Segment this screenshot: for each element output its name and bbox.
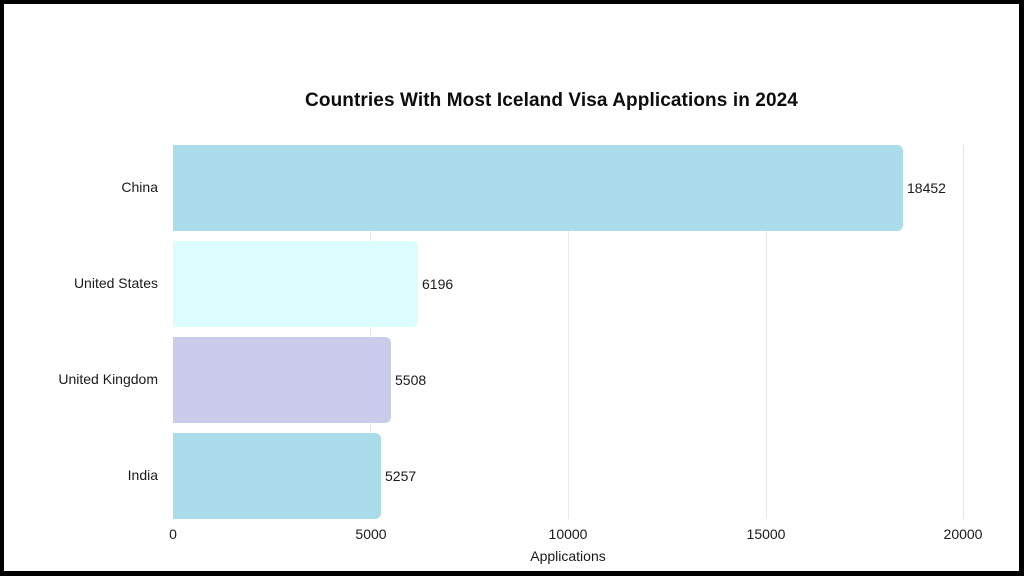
bar-value-united-states: 6196 bbox=[422, 276, 454, 292]
x-tick-0: 0 bbox=[169, 526, 177, 542]
x-tick-20000: 20000 bbox=[943, 526, 983, 542]
bar-india[interactable] bbox=[173, 433, 381, 519]
x-tick-10000: 10000 bbox=[548, 526, 588, 542]
category-label-india: India bbox=[127, 467, 158, 483]
bar-value-china: 18452 bbox=[907, 180, 946, 196]
x-tick-5000: 5000 bbox=[355, 526, 387, 542]
bar-united-states[interactable] bbox=[173, 241, 418, 327]
x-tick-15000: 15000 bbox=[746, 526, 786, 542]
gridline-15000 bbox=[766, 145, 767, 519]
category-label-united-states: United States bbox=[73, 275, 158, 291]
gridline-5000 bbox=[370, 145, 371, 519]
gridline-20000 bbox=[963, 145, 964, 519]
x-axis-title: Applications bbox=[530, 548, 606, 564]
chart-title: Countries With Most Iceland Visa Applica… bbox=[305, 90, 798, 111]
plot-area: 18452 6196 5508 5257 bbox=[173, 145, 964, 519]
category-label-united-kingdom: United Kingdom bbox=[58, 371, 158, 387]
chart-frame: Countries With Most Iceland Visa Applica… bbox=[4, 4, 1019, 571]
bar-united-kingdom[interactable] bbox=[173, 337, 391, 423]
bar-china[interactable] bbox=[173, 145, 903, 231]
gridline-10000 bbox=[568, 145, 569, 519]
bar-value-india: 5257 bbox=[385, 468, 417, 484]
category-label-china: China bbox=[121, 179, 158, 195]
bar-value-united-kingdom: 5508 bbox=[395, 372, 427, 388]
